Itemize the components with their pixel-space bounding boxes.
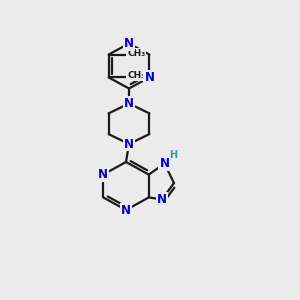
Text: N: N (121, 203, 131, 217)
Text: CH₃: CH₃ (127, 71, 145, 80)
Text: H: H (169, 150, 178, 160)
Text: N: N (124, 37, 134, 50)
Text: CH₃: CH₃ (127, 49, 145, 58)
Text: N: N (159, 157, 170, 170)
Text: N: N (98, 168, 108, 181)
Text: N: N (124, 137, 134, 151)
Text: N: N (124, 97, 134, 110)
Text: N: N (144, 71, 154, 84)
Text: N: N (157, 193, 167, 206)
